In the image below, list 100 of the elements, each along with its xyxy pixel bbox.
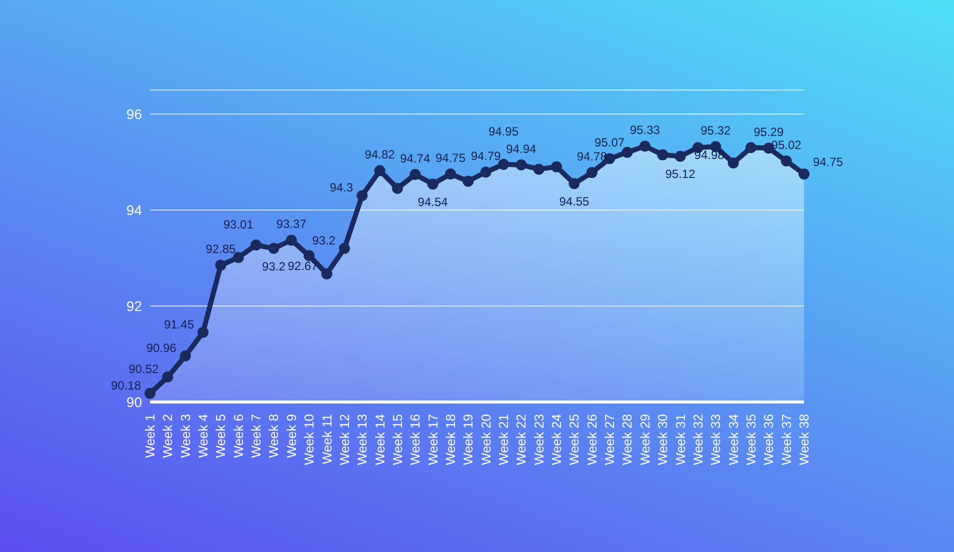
x-tick-label: Week 13 (354, 414, 370, 466)
data-label: 93.2 (312, 233, 336, 248)
point (745, 142, 756, 154)
point (215, 260, 226, 271)
point (286, 234, 297, 246)
x-tick-label: Week 26 (584, 414, 600, 466)
x-tick-label: Week 4 (196, 414, 211, 458)
x-tick-label: Week 7 (248, 414, 264, 458)
data-label: 93.01 (223, 218, 254, 232)
data-label: 94.55 (559, 194, 590, 209)
point (533, 164, 544, 175)
x-tick-label: Week 23 (531, 414, 546, 466)
x-tick-label: Week 28 (620, 414, 635, 466)
point (551, 161, 562, 172)
x-tick-label: Week 20 (478, 414, 494, 466)
data-label: 94.95 (488, 124, 519, 138)
point (374, 165, 386, 176)
point (410, 168, 421, 180)
x-tick-label: Week 21 (496, 414, 512, 466)
point (780, 156, 792, 167)
data-label: 92.85 (206, 242, 236, 256)
x-tick-label: Week 24 (549, 414, 564, 466)
data-label: 93.37 (276, 217, 307, 232)
data-label: 94.3 (330, 180, 354, 195)
data-label: 95.02 (771, 138, 802, 152)
point (462, 176, 474, 187)
point (232, 252, 244, 264)
x-tick-label: Week 14 (372, 414, 388, 466)
x-tick-label: Week 36 (761, 414, 776, 466)
x-tick-label: Week 27 (602, 414, 618, 466)
point (356, 190, 368, 202)
x-tick-label: Week 1 (142, 414, 158, 458)
data-label: 95.07 (594, 136, 625, 150)
point (268, 242, 280, 254)
point (498, 158, 510, 170)
x-tick-label: Week 32 (690, 414, 706, 466)
data-label: 95.33 (630, 123, 660, 138)
x-tick-label: Week 9 (284, 414, 299, 458)
point (674, 150, 686, 162)
x-tick-label: Week 18 (442, 414, 458, 466)
x-tick-label: Week 30 (655, 414, 670, 466)
x-tick-label: Week 19 (460, 414, 476, 466)
data-label: 94.94 (506, 142, 537, 156)
x-tick-label: Week 22 (514, 414, 529, 466)
data-label: 90.52 (128, 362, 159, 376)
point (639, 140, 650, 152)
point (480, 166, 492, 178)
data-label: 95.12 (665, 167, 696, 182)
point (304, 250, 315, 262)
point (250, 240, 262, 251)
data-label: 94.74 (400, 151, 430, 166)
x-tick-label: Week 34 (726, 414, 741, 466)
point (180, 350, 191, 362)
point (427, 178, 438, 190)
point (728, 157, 739, 168)
point (657, 149, 668, 160)
point (798, 168, 810, 180)
point (586, 167, 598, 178)
x-tick-label: Week 15 (390, 414, 405, 466)
data-label: 94.75 (813, 155, 844, 169)
point (144, 388, 156, 399)
point (198, 326, 209, 338)
x-tick-label: Week 33 (708, 414, 724, 466)
y-tick-label: 90 (126, 394, 142, 410)
x-tick-label: Week 25 (566, 414, 582, 466)
point (622, 146, 633, 158)
x-tick-label: Week 2 (160, 414, 176, 458)
point (162, 372, 174, 383)
x-tick-label: Week 29 (637, 414, 652, 466)
point (516, 159, 527, 170)
y-tick-label: 94 (126, 202, 142, 218)
data-label: 94.75 (435, 151, 466, 165)
point (321, 268, 332, 280)
x-tick-label: Week 37 (778, 414, 794, 466)
data-label: 90.18 (110, 378, 142, 392)
y-tick-label: 92 (126, 298, 142, 314)
x-tick-label: Week 10 (302, 414, 317, 466)
data-label: 94.82 (364, 148, 396, 162)
x-tick-label: Week 35 (743, 414, 758, 466)
x-tick-label: Week 31 (672, 414, 688, 466)
x-tick-label: Week 17 (425, 414, 440, 466)
x-tick-label: Week 11 (319, 414, 334, 464)
point (444, 168, 456, 180)
data-label: 93.2 (262, 259, 286, 274)
data-label: 94.79 (470, 149, 502, 164)
x-tick-label: Week 16 (408, 414, 423, 466)
x-tick-label: Week 8 (266, 414, 282, 458)
data-label: 94.54 (418, 195, 448, 210)
point (568, 178, 580, 190)
x-tick-label: Week 38 (796, 414, 812, 466)
data-label: 90.96 (146, 340, 177, 355)
data-label: 91.45 (164, 317, 194, 332)
x-tick-label: Week 5 (213, 414, 228, 458)
y-tick-label: 96 (126, 106, 142, 122)
x-tick-label: Week 12 (336, 414, 352, 466)
x-tick-label: Week 3 (178, 414, 193, 458)
data-label: 95.29 (754, 125, 784, 140)
x-tick-label: Week 6 (230, 414, 246, 458)
point (338, 242, 350, 254)
point (392, 182, 403, 194)
